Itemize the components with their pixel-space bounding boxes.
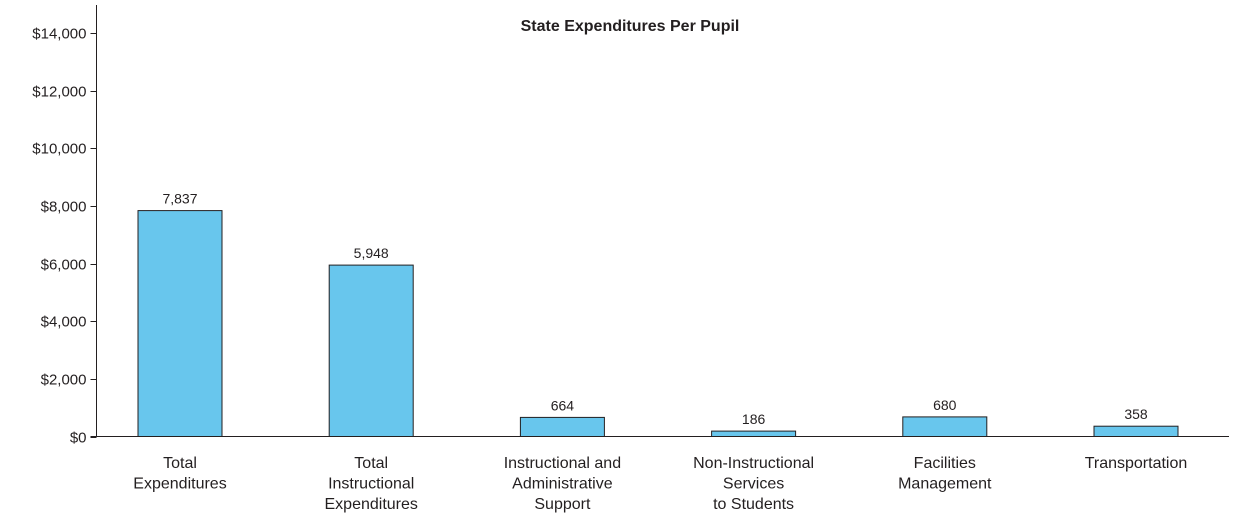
- data-label: 680: [933, 397, 957, 413]
- y-tick-label: $4,000: [41, 314, 87, 331]
- x-category-label: Transportation: [1085, 455, 1188, 472]
- y-tick-label: $12,000: [32, 84, 86, 101]
- x-category-label: Total Expenditures: [133, 455, 226, 493]
- x-category-label-line: Management: [898, 476, 992, 493]
- bar: [902, 416, 988, 437]
- data-label: 5,948: [354, 245, 389, 261]
- x-category-label-line: Total: [163, 455, 197, 472]
- bar: [1093, 425, 1179, 438]
- y-tick-label: $14,000: [32, 26, 86, 43]
- x-category-label-line: Expenditures: [325, 496, 418, 513]
- x-category-label-line: Support: [534, 496, 591, 513]
- x-category-label: Instructional and Administrative Support: [504, 455, 621, 513]
- bar: [519, 416, 605, 437]
- chart-title: State Expenditures Per Pupil: [521, 18, 740, 35]
- x-category-label: Non-Instructional Services to Students: [693, 455, 814, 513]
- bar: [711, 430, 797, 438]
- y-tick-label: $8,000: [41, 199, 87, 216]
- data-label: 664: [551, 397, 575, 413]
- y-tick-label: $2,000: [41, 372, 87, 389]
- x-category-label: Total Instructional Expenditures: [325, 455, 418, 513]
- x-category-label-line: Administrative: [512, 476, 613, 493]
- y-tick-label: $10,000: [32, 141, 86, 158]
- x-category-label-line: Instructional and: [504, 455, 621, 472]
- y-tick-label: $6,000: [41, 257, 87, 274]
- x-category-label-line: Transportation: [1085, 455, 1188, 472]
- x-category-label-line: Expenditures: [133, 476, 226, 493]
- x-category-label-line: Total: [354, 455, 388, 472]
- data-label: 186: [742, 411, 766, 427]
- y-tick-label: $0: [70, 430, 87, 447]
- x-category-label-line: Non-Instructional: [693, 455, 814, 472]
- x-category-label-line: Services: [723, 476, 784, 493]
- x-category-label: Facilities Management: [898, 455, 992, 493]
- bar: [137, 210, 223, 437]
- x-category-label-line: Instructional: [328, 476, 414, 493]
- x-category-label-line: Facilities: [914, 455, 976, 472]
- data-label: 358: [1124, 406, 1148, 422]
- x-category-label-line: to Students: [713, 496, 794, 513]
- bar: [328, 264, 414, 437]
- data-label: 7,837: [162, 191, 197, 207]
